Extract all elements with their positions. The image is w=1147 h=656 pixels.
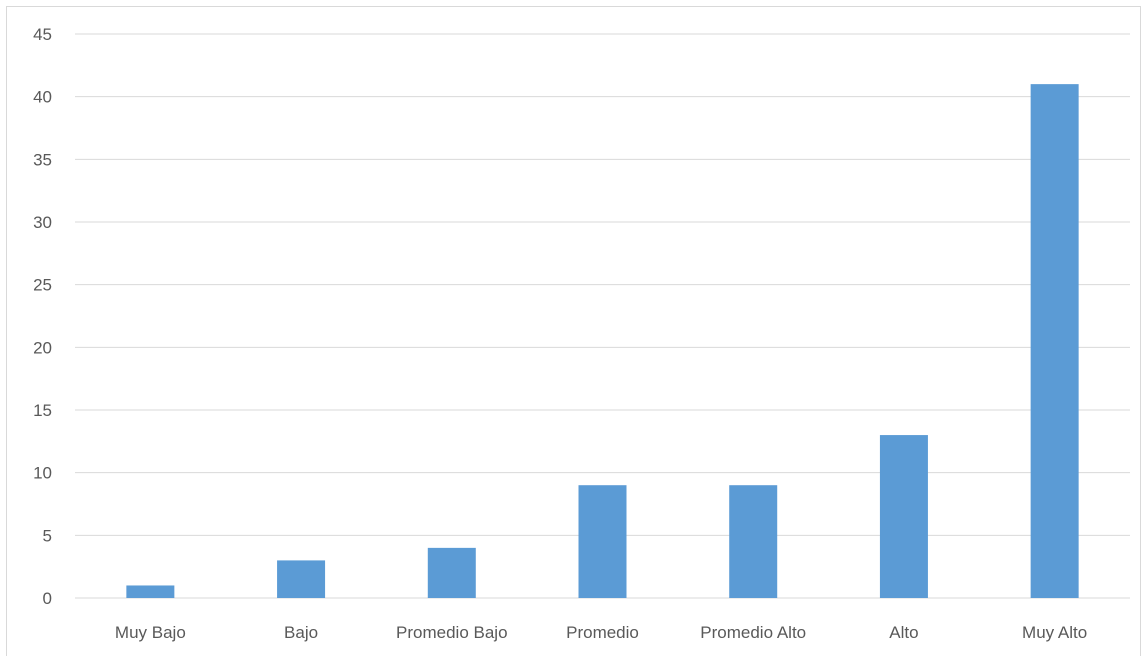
x-tick-label: Bajo: [284, 623, 318, 642]
x-tick-label: Alto: [889, 623, 918, 642]
x-tick-label: Promedio Bajo: [396, 623, 508, 642]
bar-muy-alto: [1030, 84, 1079, 599]
y-tick-label: 15: [33, 401, 52, 420]
y-tick-label: 45: [33, 25, 52, 44]
y-tick-label: 40: [33, 88, 52, 107]
y-tick-label: 5: [43, 526, 52, 545]
x-tick-label: Promedio: [566, 623, 639, 642]
chart-frame: [6, 6, 1141, 656]
bars: [126, 84, 1079, 599]
y-tick-label: 30: [33, 213, 52, 232]
y-tick-label: 20: [33, 338, 52, 357]
y-tick-label: 35: [33, 150, 52, 169]
x-tick-label: Muy Bajo: [115, 623, 186, 642]
x-tick-label: Promedio Alto: [700, 623, 806, 642]
x-tick-label: Muy Alto: [1022, 623, 1087, 642]
bar-alto: [879, 435, 928, 598]
y-tick-label: 0: [43, 589, 52, 608]
bar-promedio-alto: [729, 485, 778, 598]
bar-promedio: [578, 485, 627, 598]
x-axis-ticks: Muy Bajo Bajo Promedio Bajo Promedio Promedi…: [115, 623, 1087, 642]
y-axis-ticks: 0 5 10 15 20 25 30 35 40 45: [33, 25, 52, 608]
bar-muy-bajo: [126, 585, 175, 598]
bar-bajo: [277, 560, 326, 598]
y-tick-label: 10: [33, 464, 52, 483]
bar-promedio-bajo: [427, 547, 476, 598]
y-tick-label: 25: [33, 276, 52, 295]
